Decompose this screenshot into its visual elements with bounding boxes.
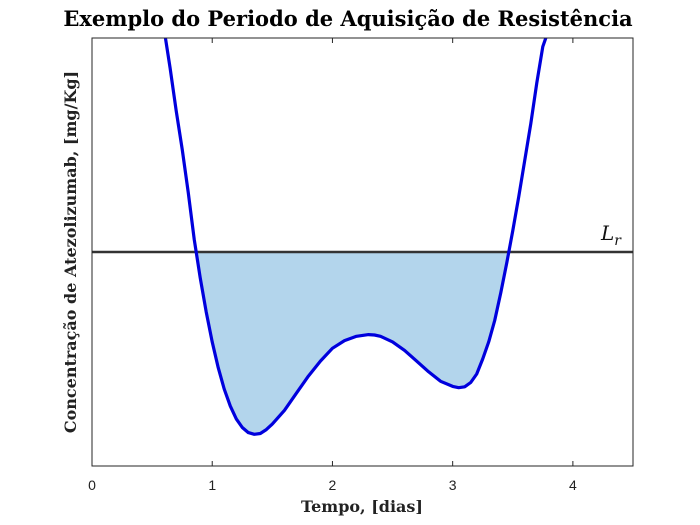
x-tick-label: 3 <box>449 477 457 493</box>
x-tick-label: 4 <box>569 477 577 493</box>
chart-title: Exemplo do Periodo de Aquisição de Resis… <box>63 6 633 31</box>
x-axis-label: Tempo, [dias] <box>301 497 423 516</box>
reference-label-main: L <box>600 221 614 245</box>
reference-label-subscript: r <box>614 233 622 249</box>
x-tick-label: 2 <box>329 477 337 493</box>
reference-line-label: Lr <box>600 221 622 249</box>
x-axis-ticks: 0 1 2 3 4 <box>88 38 577 493</box>
shaded-region <box>196 252 509 435</box>
x-tick-label: 1 <box>208 477 216 493</box>
x-tick-label: 0 <box>88 477 96 493</box>
plot-area <box>91 37 634 467</box>
series-line <box>163 38 548 436</box>
y-axis-label: Concentração de Atezolizumab, [mg/Kg] <box>61 71 80 433</box>
plot-frame <box>91 37 634 467</box>
